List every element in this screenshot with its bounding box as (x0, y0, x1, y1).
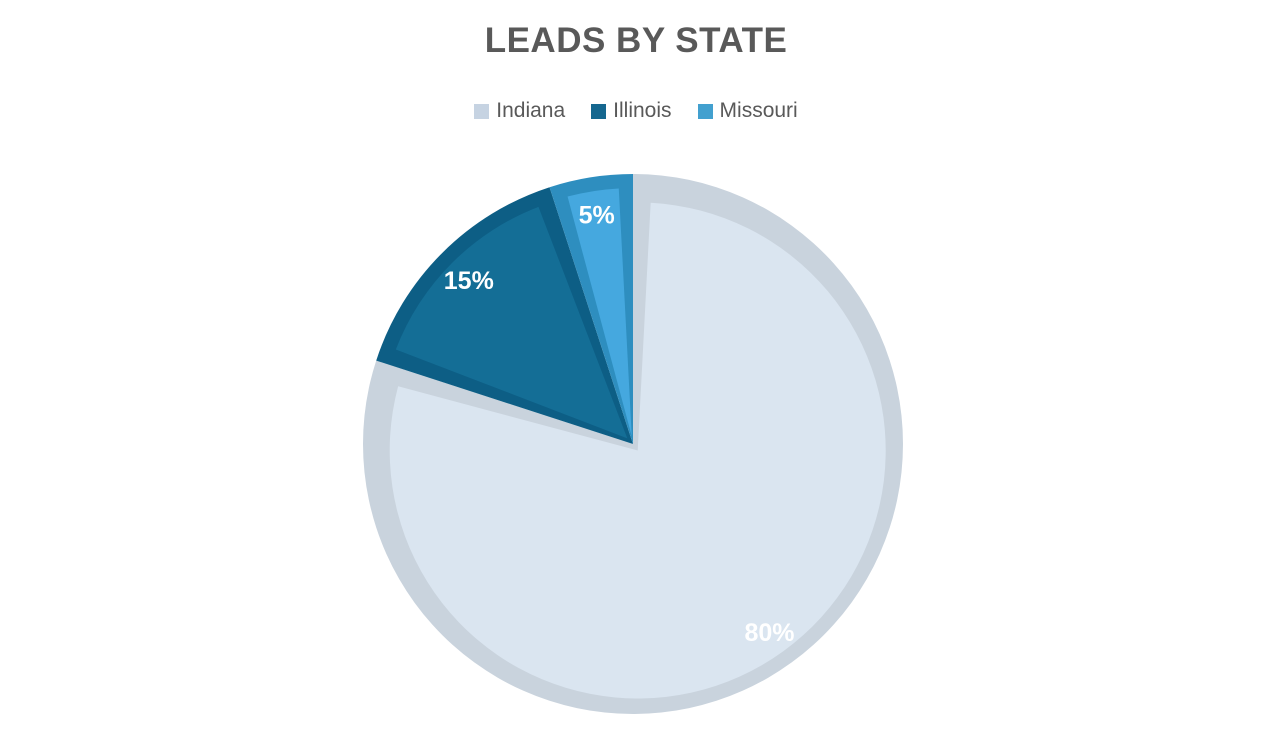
pie-slice-missouri-fill (567, 188, 632, 437)
pie-slice-illinois: 15% (376, 187, 633, 444)
data-label-missouri: 5% (579, 202, 615, 230)
pie-slice-indiana: 80% (362, 174, 903, 715)
legend-label-missouri: Missouri (719, 99, 798, 122)
data-label-illinois: 15% (444, 267, 494, 295)
pie-slice-illinois-fill (395, 206, 628, 439)
legend-label-illinois: Illinois (613, 99, 672, 122)
legend-item-missouri: Missouri (697, 99, 798, 123)
legend-item-indiana: Indiana (474, 99, 565, 123)
legend-swatch-illinois (591, 103, 607, 119)
pie-slice-indiana-fill (389, 202, 886, 699)
pie-slice-missouri: 5% (549, 174, 633, 444)
legend-label-indiana: Indiana (496, 99, 566, 122)
legend-swatch-indiana (474, 103, 490, 119)
legend-item-illinois: Illinois (591, 99, 672, 123)
data-label-indiana: 80% (744, 619, 794, 647)
legend-swatch-missouri (697, 103, 713, 119)
chart-legend: Indiana Illinois Missouri (0, 99, 1272, 123)
chart-title: LEADS BY STATE (484, 21, 788, 60)
